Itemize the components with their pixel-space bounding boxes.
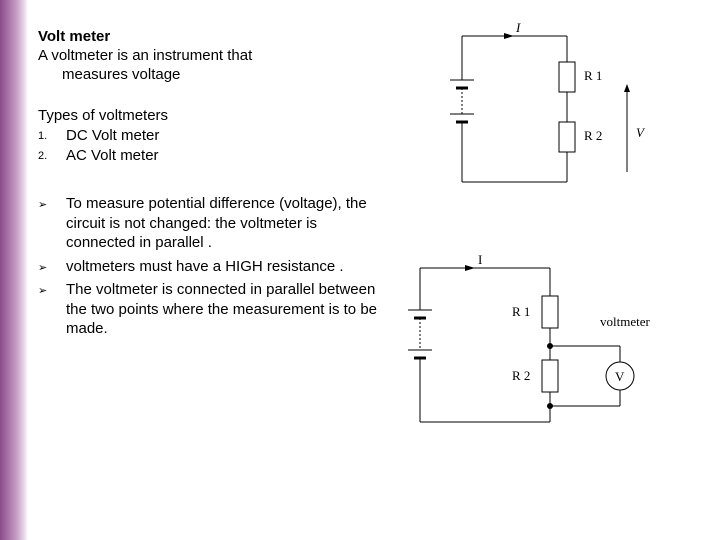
label-R1: R 1: [512, 304, 530, 319]
side-gradient-decoration: [0, 0, 28, 540]
bullet-text: The voltmeter is connected in parallel b…: [66, 280, 388, 339]
bullet-marker: ➢: [38, 280, 66, 339]
slide-title: Volt meter: [38, 28, 388, 45]
list-label: AC Volt meter: [66, 146, 159, 166]
circuit-diagram-2: I V R 1 R 2 voltmeter: [400, 250, 674, 440]
text-content: Volt meter A voltmeter is an instrument …: [38, 28, 388, 343]
label-voltmeter: voltmeter: [600, 314, 650, 329]
bullet-text: To measure potential difference (voltage…: [66, 194, 388, 253]
list-number: 2.: [38, 146, 66, 166]
list-number: 1.: [38, 126, 66, 146]
list-item: ➢ voltmeters must have a HIGH resistance…: [38, 257, 388, 277]
list-item: ➢ To measure potential difference (volta…: [38, 194, 388, 253]
definition-line1: A voltmeter is an instrument that: [38, 47, 252, 64]
label-V: V: [615, 369, 625, 384]
circuit-svg-2: I V R 1 R 2 voltmeter: [400, 250, 674, 440]
list-item: 2. AC Volt meter: [38, 146, 388, 166]
label-R2: R 2: [584, 128, 602, 143]
label-R1: R 1: [584, 68, 602, 83]
list-item: 1. DC Volt meter: [38, 126, 388, 146]
bullet-marker: ➢: [38, 257, 66, 277]
label-I: I: [478, 252, 482, 267]
list-item: ➢ The voltmeter is connected in parallel…: [38, 280, 388, 339]
types-list: 1. DC Volt meter 2. AC Volt meter: [38, 126, 388, 167]
circuit-svg-1: I R 1 R 2 V: [442, 22, 652, 197]
bullet-text: voltmeters must have a HIGH resistance .: [66, 257, 388, 277]
label-V: V: [636, 125, 646, 140]
circuit-diagram-1: I R 1 R 2 V: [442, 22, 652, 197]
definition-line2: measures voltage: [38, 66, 180, 83]
bullet-list: ➢ To measure potential difference (volta…: [38, 194, 388, 339]
label-R2: R 2: [512, 368, 530, 383]
types-heading: Types of voltmeters: [38, 107, 388, 124]
list-label: DC Volt meter: [66, 126, 159, 146]
label-I: I: [515, 22, 521, 35]
definition: A voltmeter is an instrument that measur…: [38, 47, 388, 85]
bullet-marker: ➢: [38, 194, 66, 253]
